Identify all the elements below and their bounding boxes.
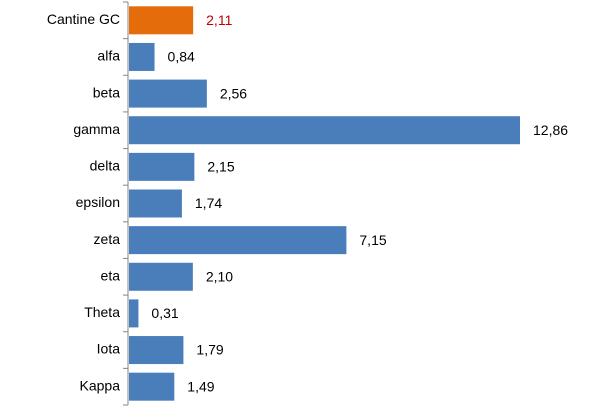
category-label: epsilon [76, 194, 120, 210]
value-label: 1,79 [196, 342, 223, 358]
value-label: 0,31 [151, 305, 178, 321]
value-label: 1,49 [187, 378, 214, 394]
category-label: eta [101, 267, 121, 283]
bar [129, 336, 184, 365]
value-label: 12,86 [533, 122, 568, 138]
category-label: gamma [73, 121, 120, 137]
value-label: 2,11 [206, 12, 232, 28]
category-label: Theta [84, 304, 120, 320]
category-label: beta [93, 84, 120, 100]
category-label: Cantine GC [47, 11, 120, 27]
bar [129, 372, 175, 401]
bar [129, 152, 195, 181]
bar [129, 262, 193, 291]
value-label: 7,15 [359, 232, 386, 248]
category-label: alfa [97, 48, 120, 64]
category-label: Kappa [80, 377, 121, 393]
bar [129, 79, 207, 108]
bar [129, 6, 194, 35]
category-label: Iota [97, 341, 121, 357]
value-label: 2,56 [220, 85, 247, 101]
category-label: zeta [94, 231, 121, 247]
bar [129, 116, 520, 145]
value-label: 0,84 [168, 49, 195, 65]
bar [129, 226, 347, 255]
bar [129, 299, 139, 328]
value-label: 2,10 [206, 268, 233, 284]
bar [129, 189, 182, 218]
value-label: 1,74 [195, 195, 222, 211]
category-label: delta [90, 158, 121, 174]
bar [129, 42, 155, 71]
value-label: 2,15 [207, 159, 234, 175]
